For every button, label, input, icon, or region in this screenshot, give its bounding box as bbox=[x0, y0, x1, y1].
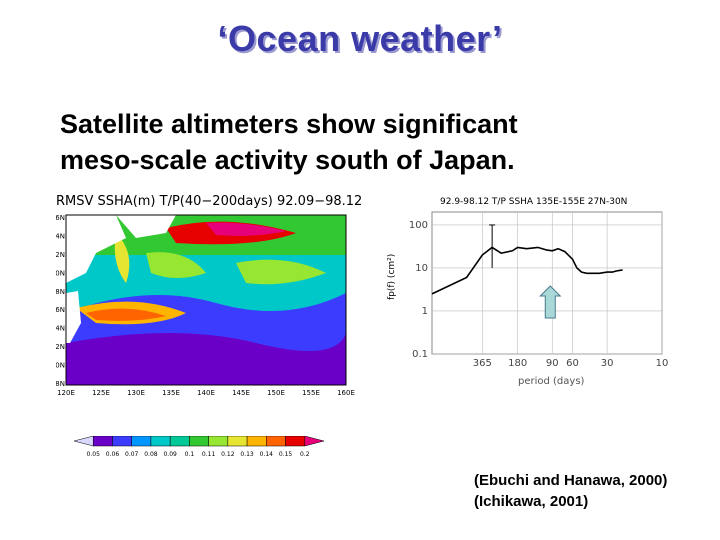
map-lon-label: 120E bbox=[57, 389, 75, 397]
up-arrow-icon bbox=[539, 285, 562, 319]
colorbar-cell bbox=[208, 436, 229, 447]
map-lon-label: 155E bbox=[302, 389, 320, 397]
y-tick-labels: 100 10 1 0.1 bbox=[409, 220, 428, 360]
map-lon-label: 160E bbox=[337, 389, 355, 397]
colorbar-label: 0.14 bbox=[260, 451, 274, 458]
colorbar-cell bbox=[227, 436, 248, 447]
colorbar-label: 0.05 bbox=[87, 451, 101, 458]
colorbar-cell bbox=[169, 436, 190, 447]
map-caption: RMSV SSHA(m) T/P(40−200days) 92.09−98.12 bbox=[56, 194, 363, 209]
x-tick-label: 30 bbox=[601, 358, 614, 369]
y-axis-label: fp(f) (cm²) bbox=[387, 254, 397, 300]
map-lat-label: 36N bbox=[56, 214, 65, 222]
colorbar-labels: 0.05 0.06 0.07 0.08 0.09 0.1 0.11 0.12 0.13 0.14 0… bbox=[87, 451, 310, 458]
map-longitude-labels: 120E 125E 130E 135E 140E 145E 150E 155E 160E bbox=[57, 389, 355, 397]
map-lat-label: 28N bbox=[56, 288, 65, 296]
colorbar-cells bbox=[73, 436, 325, 447]
x-tick-label: 180 bbox=[508, 358, 527, 369]
colorbar-label: 0.08 bbox=[144, 451, 158, 458]
colorbar-cell bbox=[285, 436, 306, 447]
map-lon-label: 135E bbox=[162, 389, 180, 397]
reference-2: (Ichikawa, 2001) bbox=[474, 493, 589, 510]
map-latitude-labels: 36N 34N 32N 30N 28N 26N 24N 22N 20N 18N bbox=[56, 214, 65, 388]
x-tick-label: 10 bbox=[656, 358, 669, 369]
colorbar-cell bbox=[150, 436, 171, 447]
colorbar-label: 0.15 bbox=[279, 451, 293, 458]
x-tick-label: 365 bbox=[473, 358, 492, 369]
ssha-colorbar: 0.05 0.06 0.07 0.08 0.09 0.1 0.11 0.12 0.13 0.14 0… bbox=[73, 436, 325, 458]
y-tick-label: 0.1 bbox=[412, 349, 428, 360]
map-lat-label: 32N bbox=[56, 251, 65, 259]
colorbar-cell bbox=[92, 436, 113, 447]
map-lon-label: 130E bbox=[127, 389, 145, 397]
map-lon-label: 125E bbox=[92, 389, 110, 397]
y-tick-label: 1 bbox=[422, 306, 428, 317]
colorbar-cell bbox=[131, 436, 152, 447]
x-tick-label: 90 bbox=[546, 358, 559, 369]
colorbar-label: 0.07 bbox=[125, 451, 139, 458]
map-lat-label: 34N bbox=[56, 232, 65, 240]
plot-gridlines bbox=[432, 212, 663, 355]
colorbar-label: 0.11 bbox=[202, 451, 216, 458]
spectrum-plot: 92.9-98.12 T/P SSHA 135E-155E 27N-30N 10… bbox=[376, 190, 676, 390]
spectrum-line bbox=[431, 246, 623, 295]
colorbar-cell bbox=[266, 436, 286, 447]
colorbar-cell bbox=[112, 436, 132, 447]
references: (Ebuchi and Hanawa, 2000) (Ichikawa, 200… bbox=[474, 470, 667, 512]
error-bar bbox=[489, 224, 496, 268]
map-lat-label: 26N bbox=[56, 306, 65, 314]
x-tick-labels: 365 180 90 60 30 10 bbox=[473, 358, 669, 369]
reference-1: (Ebuchi and Hanawa, 2000) bbox=[474, 472, 668, 489]
x-tick-label: 60 bbox=[566, 358, 579, 369]
subtitle-line-1: Satellite altimeters show significant bbox=[60, 109, 518, 139]
arrow-shape bbox=[539, 285, 562, 319]
colorbar-label: 0.12 bbox=[221, 451, 235, 458]
map-lat-label: 22N bbox=[56, 343, 65, 351]
map-lat-label: 30N bbox=[56, 269, 65, 277]
colorbar-cell bbox=[246, 436, 267, 447]
colorbar-label: 0.2 bbox=[300, 451, 310, 458]
map-lon-label: 145E bbox=[232, 389, 250, 397]
colorbar-cell bbox=[304, 436, 325, 447]
ssha-map-field bbox=[66, 215, 346, 385]
map-lat-label: 20N bbox=[56, 362, 65, 370]
y-tick-label: 10 bbox=[415, 263, 428, 274]
colorbar-label: 0.1 bbox=[185, 451, 195, 458]
colorbar-cell bbox=[189, 436, 209, 447]
map-lon-label: 150E bbox=[267, 389, 285, 397]
colorbar-label: 0.09 bbox=[163, 451, 177, 458]
colorbar-cell bbox=[73, 436, 94, 447]
colorbar-label: 0.13 bbox=[240, 451, 254, 458]
map-lat-label: 24N bbox=[56, 325, 65, 333]
subtitle-line-2: meso-scale activity south of Japan. bbox=[60, 145, 515, 175]
x-axis-label: period (days) bbox=[518, 376, 585, 387]
spectrum-title: 92.9-98.12 T/P SSHA 135E-155E 27N-30N bbox=[440, 197, 627, 207]
ssha-map-figure: 36N34N32N30N28N26N24N22N20N18N 120E125E1… bbox=[56, 214, 355, 397]
map-lon-label: 140E bbox=[197, 389, 215, 397]
colorbar-label: 0.06 bbox=[106, 451, 120, 458]
slide-title: ‘Ocean weather’ bbox=[217, 18, 503, 59]
map-lat-label: 18N bbox=[56, 380, 65, 388]
slide-subtitle: Satellite altimeters show significant me… bbox=[60, 106, 680, 178]
y-tick-label: 100 bbox=[409, 220, 428, 231]
